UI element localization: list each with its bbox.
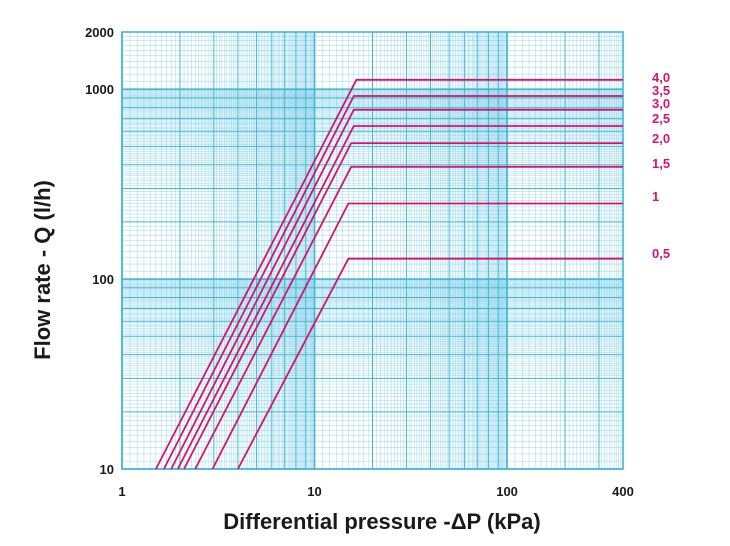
series-labels: 0,5 1 1,5 2,0 2,53,03,54,0: [652, 70, 670, 261]
y-tick-label: 100: [92, 272, 114, 287]
x-axis-title: Differential pressure -ΔP (kPa): [223, 509, 540, 534]
y-tick-labels: 10 100 1000 2000: [85, 25, 114, 477]
x-tick-label: 400: [612, 484, 634, 499]
series-label: 4,0: [652, 70, 670, 85]
x-tick-label: 1: [118, 484, 125, 499]
y-tick-label: 10: [100, 462, 114, 477]
y-axis-title: Flow rate - Q (l/h): [30, 180, 55, 360]
series-label: 3,5: [652, 83, 670, 98]
series-label: 1: [652, 189, 659, 204]
grid: [121, 31, 624, 470]
series-label: 2,5: [652, 111, 670, 126]
x-tick-label: 10: [307, 484, 321, 499]
series-line-0-5: [237, 257, 623, 470]
series-lines: [155, 78, 623, 470]
series-line-1-5: [194, 165, 623, 470]
y-tick-label: 2000: [85, 25, 114, 40]
x-tick-label: 100: [496, 484, 518, 499]
series-line-3-0: [170, 108, 623, 470]
plot-border: [121, 31, 624, 470]
series-line-4-0: [155, 78, 623, 470]
series-line-2-0: [183, 142, 623, 470]
series-label: 2,0: [652, 131, 670, 146]
series-label: 0,5: [652, 246, 670, 261]
series-line-2-5: [176, 125, 623, 470]
series-line-3-5: [163, 95, 623, 470]
y-tick-label: 1000: [85, 82, 114, 97]
series-label: 1,5: [652, 156, 670, 171]
series-label: 3,0: [652, 96, 670, 111]
series-line-1: [211, 202, 623, 470]
x-tick-labels: 1 10 100 400: [118, 484, 633, 499]
